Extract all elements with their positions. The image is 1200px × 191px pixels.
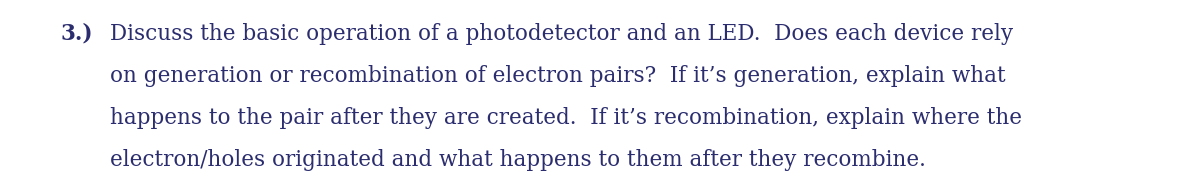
Text: electron/holes originated and what happens to them after they recombine.: electron/holes originated and what happe… (110, 149, 926, 171)
Text: Discuss the basic operation of a photodetector and an LED.  Does each device rel: Discuss the basic operation of a photode… (110, 23, 1014, 45)
Text: 3.): 3.) (60, 23, 92, 45)
Text: on generation or recombination of electron pairs?  If it’s generation, explain w: on generation or recombination of electr… (110, 65, 1006, 87)
Text: happens to the pair after they are created.  If it’s recombination, explain wher: happens to the pair after they are creat… (110, 107, 1022, 129)
